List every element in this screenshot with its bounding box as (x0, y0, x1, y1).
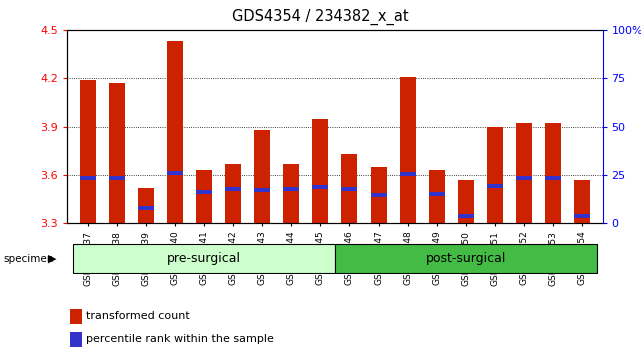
Bar (429, 192, 445, 196)
Bar (73, 244, 335, 273)
Bar (312, 119, 328, 223)
Bar (138, 188, 154, 223)
Text: pre-surgical: pre-surgical (167, 252, 241, 265)
Bar (574, 179, 590, 223)
Text: specimen: specimen (3, 254, 54, 264)
Bar (399, 172, 415, 176)
Bar (196, 170, 212, 223)
Text: post-surgical: post-surgical (426, 252, 506, 265)
Bar (429, 170, 445, 223)
Bar (487, 184, 503, 188)
Text: ▶: ▶ (48, 254, 56, 264)
Bar (109, 176, 125, 179)
Bar (545, 123, 561, 223)
Bar (196, 190, 212, 194)
Bar (138, 206, 154, 210)
Bar (335, 244, 597, 273)
Bar (458, 179, 474, 223)
Bar (342, 187, 358, 191)
Bar (574, 214, 590, 218)
Bar (312, 185, 328, 189)
Bar (487, 126, 503, 223)
Bar (109, 83, 125, 223)
Bar (70, 309, 82, 324)
Bar (70, 332, 82, 347)
Bar (79, 80, 96, 223)
Bar (254, 188, 271, 193)
Bar (342, 154, 358, 223)
Text: transformed count: transformed count (86, 312, 189, 321)
Bar (370, 167, 387, 223)
Bar (283, 187, 299, 191)
Bar (516, 123, 532, 223)
Bar (167, 41, 183, 223)
Text: GDS4354 / 234382_x_at: GDS4354 / 234382_x_at (232, 9, 409, 25)
Bar (545, 176, 561, 179)
Bar (516, 176, 532, 179)
Bar (283, 164, 299, 223)
Bar (458, 214, 474, 218)
Bar (225, 164, 241, 223)
Bar (167, 171, 183, 175)
Bar (79, 176, 96, 179)
Bar (254, 130, 271, 223)
Bar (399, 77, 415, 223)
Text: percentile rank within the sample: percentile rank within the sample (86, 335, 274, 344)
Bar (370, 193, 387, 197)
Bar (225, 187, 241, 191)
